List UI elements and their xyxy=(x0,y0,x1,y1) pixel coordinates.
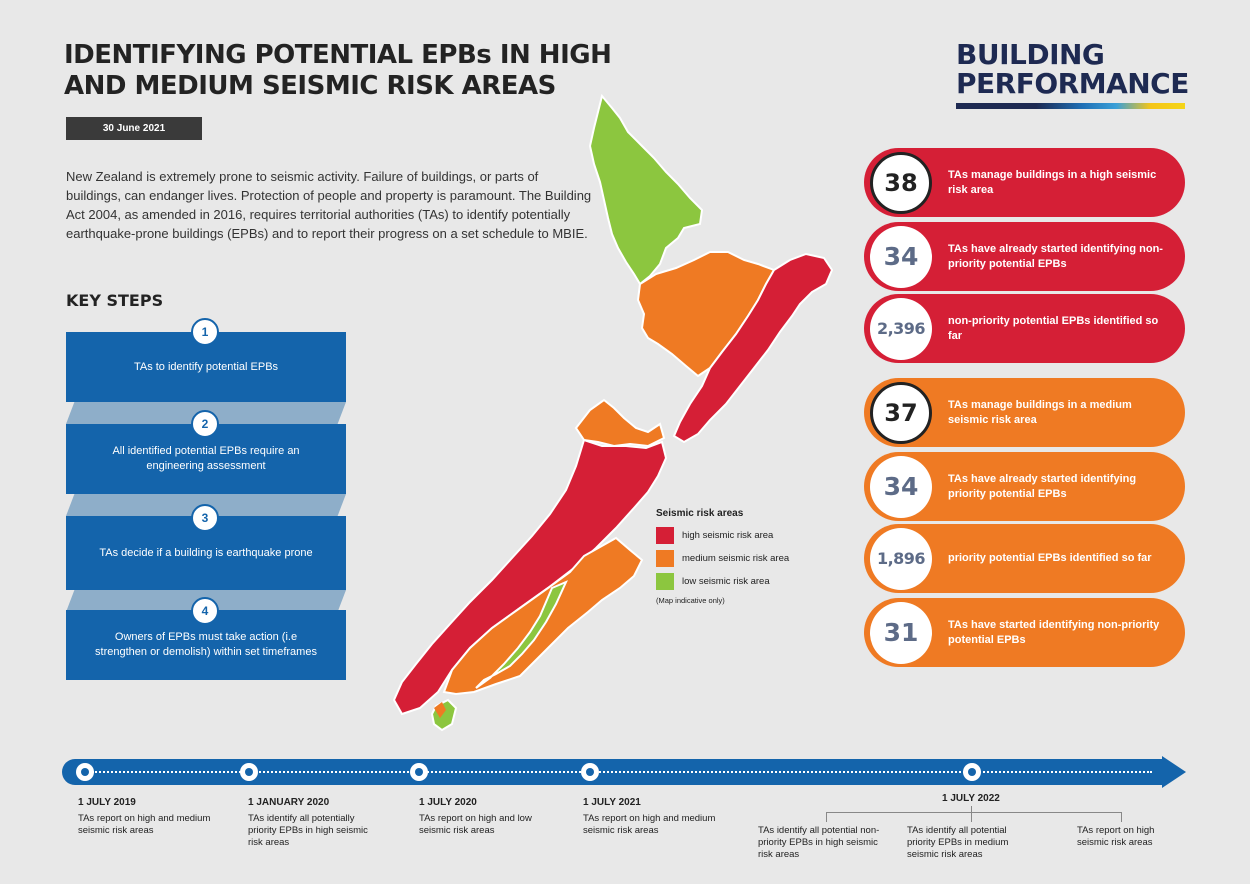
map-region-low-north xyxy=(588,93,704,286)
map-region-low-south xyxy=(475,580,568,689)
step-number-3: 3 xyxy=(191,504,219,532)
stat-medium-nonpriority-tas: 31 TAs have started identifying non-prio… xyxy=(864,598,1185,667)
brand-line-1: BUILDING xyxy=(956,38,1105,71)
date-badge: 30 June 2021 xyxy=(66,117,202,140)
stat-nonpriority-epbs: 2,396 non-priority potential EPBs identi… xyxy=(864,294,1185,363)
timeline-bracket xyxy=(826,812,1122,822)
step-number-2: 2 xyxy=(191,410,219,438)
timeline-date: 1 JANUARY 2020 xyxy=(248,797,330,808)
step-number-1: 1 xyxy=(191,318,219,346)
map-region-medium-south-tip xyxy=(574,398,666,448)
stat-text: TAs manage buildings in a high seismic r… xyxy=(948,168,1157,196)
timeline-entry: 1 JULY 2021 TAs report on high and mediu… xyxy=(583,797,763,837)
stat-priority-epbs: 1,896 priority potential EPBs identified… xyxy=(864,524,1185,593)
map-region-high-north xyxy=(672,252,834,444)
timeline-node xyxy=(963,763,981,781)
legend-label-medium: medium seismic risk area xyxy=(682,553,790,564)
timeline-date: 1 JULY 2019 xyxy=(78,797,136,808)
stat-value: 2,396 xyxy=(870,297,932,360)
timeline-text: TAs report on high and medium seismic ri… xyxy=(78,813,211,836)
stat-value: 38 xyxy=(870,151,932,214)
stat-value: 34 xyxy=(870,225,932,288)
timeline-text: TAs identify all potentially priority EP… xyxy=(248,813,368,848)
map-legend: Seismic risk areas high seismic risk are… xyxy=(656,508,826,605)
stat-medium-started-tas: 34 TAs have already started identifying … xyxy=(864,452,1185,521)
stat-high-risk-tas: 38 TAs manage buildings in a high seismi… xyxy=(864,148,1185,217)
timeline-subitem: TAs identify all potential priority EPBs… xyxy=(907,825,1009,860)
brand-color-bar xyxy=(956,103,1185,109)
stat-text: TAs have already started identifying non… xyxy=(948,242,1163,270)
timeline-node xyxy=(410,763,428,781)
new-zealand-seismic-map xyxy=(392,93,834,732)
stat-text: priority potential EPBs identified so fa… xyxy=(948,552,1152,564)
page-title: IDENTIFYING POTENTIAL EPBs IN HIGH AND M… xyxy=(64,40,612,101)
legend-note: (Map indicative only) xyxy=(656,596,725,605)
key-steps-title: KEY STEPS xyxy=(66,291,164,310)
map-region-stewart-island xyxy=(430,698,458,732)
timeline-date: 1 JULY 2020 xyxy=(419,797,477,808)
legend-item-low: low seismic risk area xyxy=(656,573,826,590)
timeline-entry: 1 JULY 2020 TAs report on high and low s… xyxy=(419,797,599,837)
timeline-subitem: TAs report on high seismic risk areas xyxy=(1077,825,1155,848)
timeline-node xyxy=(76,763,94,781)
legend-label-low: low seismic risk area xyxy=(682,576,770,587)
timeline-bracket-stem xyxy=(971,806,972,822)
timeline-text: TAs report on high and medium seismic ri… xyxy=(583,813,716,836)
stat-text: non-priority potential EPBs identified s… xyxy=(948,314,1159,342)
step-number-4: 4 xyxy=(191,597,219,625)
stat-medium-risk-tas: 37 TAs manage buildings in a medium seis… xyxy=(864,378,1185,447)
timeline-subitem: TAs identify all potential non-priority … xyxy=(758,825,880,860)
legend-swatch-medium xyxy=(656,550,674,567)
legend-label-high: high seismic risk area xyxy=(682,530,774,541)
stat-value: 37 xyxy=(870,381,932,444)
stat-text: TAs manage buildings in a medium seismic… xyxy=(948,398,1132,426)
brand-line-2: PERFORMANCE xyxy=(956,67,1189,100)
timeline-date: 1 JULY 2021 xyxy=(583,797,641,808)
map-region-stewart-north xyxy=(434,702,446,718)
timeline-arrow-icon xyxy=(1162,756,1186,788)
timeline-date: 1 JULY 2022 xyxy=(942,793,1000,804)
legend-title: Seismic risk areas xyxy=(656,508,744,519)
key-steps-flow: TAs to identify potential EPBs All ident… xyxy=(66,318,346,682)
timeline-entry-2022: 1 JULY 2022 xyxy=(942,793,1022,809)
legend-swatch-high xyxy=(656,527,674,544)
timeline-node xyxy=(240,763,258,781)
stat-value: 34 xyxy=(870,455,932,518)
legend-swatch-low xyxy=(656,573,674,590)
legend-item-medium: medium seismic risk area xyxy=(656,550,826,567)
stat-text: TAs have already started identifying pri… xyxy=(948,472,1137,500)
stat-value: 1,896 xyxy=(870,527,932,590)
timeline-text: TAs report on high and low seismic risk … xyxy=(419,813,532,836)
timeline-entry: 1 JULY 2019 TAs report on high and mediu… xyxy=(78,797,258,837)
stat-value: 31 xyxy=(870,601,932,664)
timeline-node xyxy=(581,763,599,781)
stat-high-started-tas: 34 TAs have already started identifying … xyxy=(864,222,1185,291)
brand-logo: BUILDING PERFORMANCE xyxy=(956,38,1189,109)
timeline-dotted-line xyxy=(92,771,1152,773)
intro-paragraph: New Zealand is extremely prone to seismi… xyxy=(66,169,592,241)
stat-text: TAs have started identifying non-priorit… xyxy=(948,618,1160,646)
legend-item-high: high seismic risk area xyxy=(656,527,826,544)
timeline-entry: 1 JANUARY 2020 TAs identify all potentia… xyxy=(248,797,428,849)
timeline-bar xyxy=(62,756,1187,788)
